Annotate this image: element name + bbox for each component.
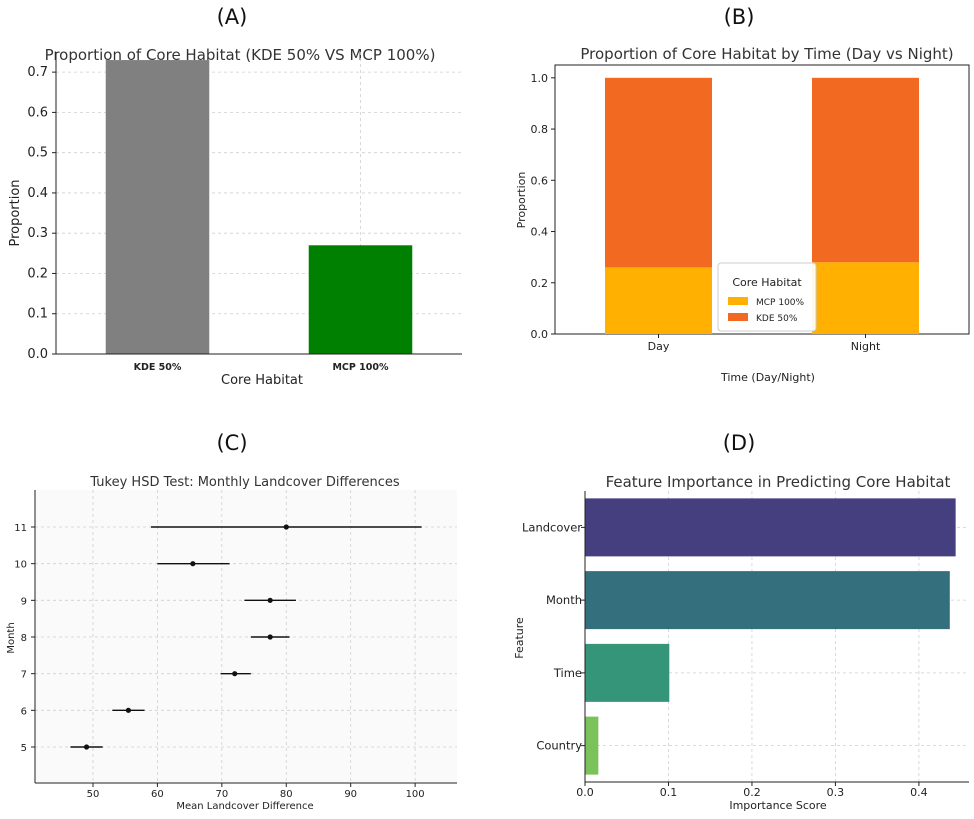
chart-c-x-tick-label: 100 [406,789,425,800]
chart-d-x-tick-label: 0.1 [660,786,678,799]
chart-d-bar [585,716,599,775]
chart-c-y-ticks: 5 6 7 8 9 10 11 [14,523,35,754]
chart-b-frame [554,64,970,335]
chart-a-y-tick-label: 0.2 [27,266,48,281]
chart-b-bar-segment [812,77,919,263]
legend-swatch-mcp [728,297,748,305]
chart-d-y-tick-label: Landcover [522,520,582,534]
chart-c-mean-point [190,561,196,567]
chart-d-y-ticks: Landcover Month Time Country [522,520,585,753]
chart-c-y-tick-label: 8 [21,633,27,644]
chart-d: Feature Importance in Predicting Core Ha… [513,473,969,812]
chart-c-mean-point [125,707,132,713]
chart-c-mean-point [232,671,238,677]
chart-a-y-tick-label: 0.6 [27,105,48,120]
chart-c-y-tick-label: 11 [14,523,27,534]
legend-swatch-kde [728,313,748,321]
chart-d-bar [585,571,950,630]
chart-c-mean-point [267,634,273,640]
chart-a-y-tick-label: 0.7 [27,65,48,80]
chart-a-y-tick-label: 0.4 [27,186,48,201]
chart-d-x-tick-label: 0.2 [743,786,761,799]
chart-d-x-ticks: 0.0 0.1 0.2 0.3 0.4 [576,782,928,799]
chart-b-y-tick-label: 0.0 [531,328,549,341]
chart-b-x-ticks: Day Night [648,334,881,353]
chart-d-bar [585,498,956,557]
chart-b-x-tick-label: Day [648,340,670,353]
chart-c-x-tick-label: 80 [280,789,293,800]
chart-c: Tukey HSD Test: Monthly Landcover Differ… [6,475,457,812]
chart-b-bar-segment [812,262,919,334]
chart-a-y-tick-label: 0.5 [27,146,48,161]
chart-c-x-tick-label: 70 [215,789,228,800]
chart-b-y-tick-label: 1.0 [531,72,549,85]
chart-a-y-label: Proportion [8,179,23,246]
chart-c-x-ticks: 50 60 70 80 90 100 [87,783,425,800]
chart-c-x-tick-label: 90 [344,789,357,800]
chart-d-y-tick-label: Time [553,666,582,680]
chart-c-y-tick-label: 7 [21,670,27,681]
chart-a-y-tick-label: 0.0 [27,347,48,362]
chart-a-bar [308,245,413,354]
chart-b-y-tick-label: 0.2 [531,277,549,290]
chart-b-y-tick-label: 0.8 [531,123,549,136]
chart-d-bars [585,498,956,775]
chart-d-x-tick-label: 0.4 [910,786,928,799]
chart-b-bars [605,77,919,334]
chart-c-y-label: Month [6,622,17,653]
chart-a-x-label: Core Habitat [221,373,303,388]
chart-a-y-ticks: 0.0 0.1 0.2 0.3 0.4 0.5 0.6 0.7 [27,65,56,362]
chart-b-y-ticks: 0.0 0.2 0.4 0.6 0.8 1.0 [531,72,555,341]
chart-d-bar [585,643,670,702]
chart-b-y-tick-label: 0.4 [531,226,549,239]
chart-c-y-tick-label: 5 [21,743,27,754]
chart-c-y-tick-label: 6 [21,706,27,717]
chart-a-y-tick-label: 0.1 [27,307,48,322]
chart-d-x-tick-label: 0.3 [827,786,845,799]
chart-c-x-tick-label: 60 [151,789,164,800]
chart-d-title: Feature Importance in Predicting Core Ha… [606,473,951,491]
chart-b: Proportion of Core Habitat by Time (Day … [515,45,970,384]
panel-label-d: (D) [723,431,756,455]
chart-b-x-tick-label: Night [851,340,881,353]
chart-c-title: Tukey HSD Test: Monthly Landcover Differ… [89,475,400,490]
chart-a-title: Proportion of Core Habitat (KDE 50% VS M… [45,46,436,64]
chart-b-bar-segment [605,267,712,334]
chart-b-y-label: Proportion [515,172,528,229]
chart-b-x-label: Time (Day/Night) [720,371,815,384]
chart-c-background [35,490,457,783]
chart-d-y-label: Feature [513,617,526,659]
chart-b-y-tick-label: 0.6 [531,174,549,187]
chart-a-bars [105,60,413,354]
chart-d-x-tick-label: 0.0 [576,786,594,799]
chart-c-mean-point [267,597,273,603]
chart-d-y-tick-label: Country [536,739,582,753]
panel-label-b: (B) [724,5,755,29]
chart-a-x-tick-label: MCP 100% [332,362,389,373]
legend-label-kde: KDE 50% [756,314,798,324]
chart-d-y-tick-label: Month [546,593,582,607]
chart-c-mean-point [83,744,90,750]
chart-c-y-tick-label: 10 [14,560,27,571]
chart-a-bar [105,60,210,354]
chart-d-x-label: Importance Score [729,799,827,812]
chart-b-title: Proportion of Core Habitat by Time (Day … [580,45,953,63]
chart-c-mean-point [283,524,289,530]
legend-title: Core Habitat [732,276,802,289]
chart-c-x-label: Mean Landcover Difference [176,801,313,812]
chart-b-bar-segment [605,77,712,268]
chart-b-legend: Core Habitat MCP 100% KDE 50% [717,262,817,332]
panel-label-c: (C) [216,431,247,455]
chart-a-y-tick-label: 0.3 [27,226,48,241]
chart-c-y-tick-label: 9 [21,596,27,607]
legend-label-mcp: MCP 100% [756,298,805,308]
chart-c-x-tick-label: 50 [87,789,100,800]
chart-a-x-tick-label: KDE 50% [134,362,182,373]
chart-c-intervals [70,524,422,750]
chart-a: Proportion of Core Habitat (KDE 50% VS M… [8,46,462,388]
panel-label-a: (A) [217,5,248,29]
chart-a-x-ticks: KDE 50% MCP 100% [134,362,389,373]
